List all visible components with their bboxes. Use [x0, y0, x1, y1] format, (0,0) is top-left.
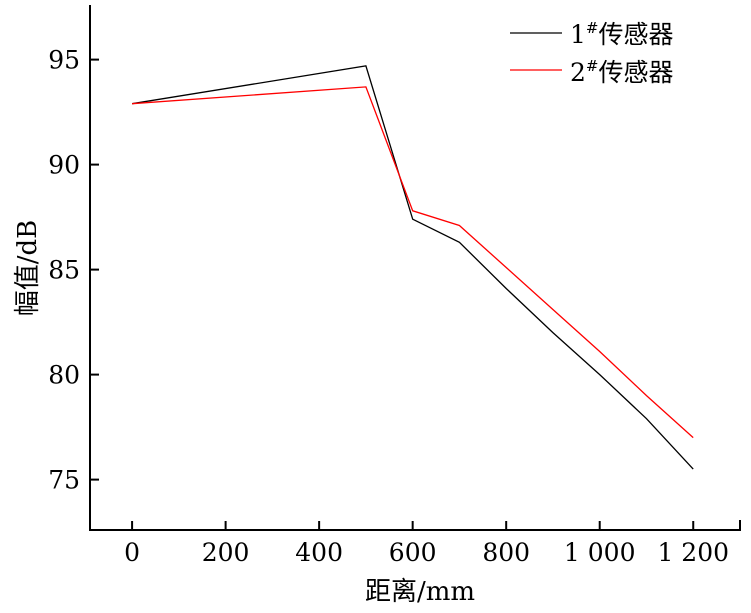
y-tick-label: 85 — [48, 256, 80, 285]
x-tick-label: 1 200 — [657, 538, 729, 567]
x-tick-label: 400 — [295, 538, 343, 567]
legend-label-1-text: 传感器 — [598, 20, 673, 49]
legend-label-2-num: 2 — [570, 58, 586, 87]
x-ticks: 0 200 400 600 800 1 000 1 200 — [124, 521, 729, 567]
x-tick-label: 200 — [202, 538, 250, 567]
axes — [89, 5, 741, 531]
y-tick-label: 95 — [48, 46, 80, 75]
y-tick-label: 75 — [48, 466, 80, 495]
legend-label-1-sup: # — [586, 19, 599, 37]
x-tick-label: 1 000 — [564, 538, 636, 567]
legend-label-2-sup: # — [586, 57, 599, 75]
series-line-1 — [131, 65, 694, 470]
x-tick-label: 0 — [124, 538, 140, 567]
legend-label-1: 1#传感器 — [570, 19, 674, 49]
legend: 1#传感器 2#传感器 — [510, 19, 674, 87]
legend-label-2-text: 传感器 — [598, 58, 673, 87]
legend-label-2: 2#传感器 — [570, 57, 674, 87]
y-axis-title: 幅值/dB — [13, 220, 43, 317]
y-tick-label: 80 — [48, 361, 80, 390]
legend-label-1-num: 1 — [570, 20, 586, 49]
series-line-2 — [132, 86, 694, 439]
x-tick-label: 600 — [389, 538, 437, 567]
legend-item-1: 1#传感器 — [510, 19, 674, 49]
x-axis-title: 距离/mm — [365, 577, 475, 607]
y-tick-label: 90 — [48, 151, 80, 180]
x-tick-label: 800 — [482, 538, 530, 567]
legend-item-2: 2#传感器 — [510, 57, 674, 87]
series-lines — [131, 65, 694, 470]
y-ticks: 75 80 85 90 95 — [48, 46, 99, 495]
